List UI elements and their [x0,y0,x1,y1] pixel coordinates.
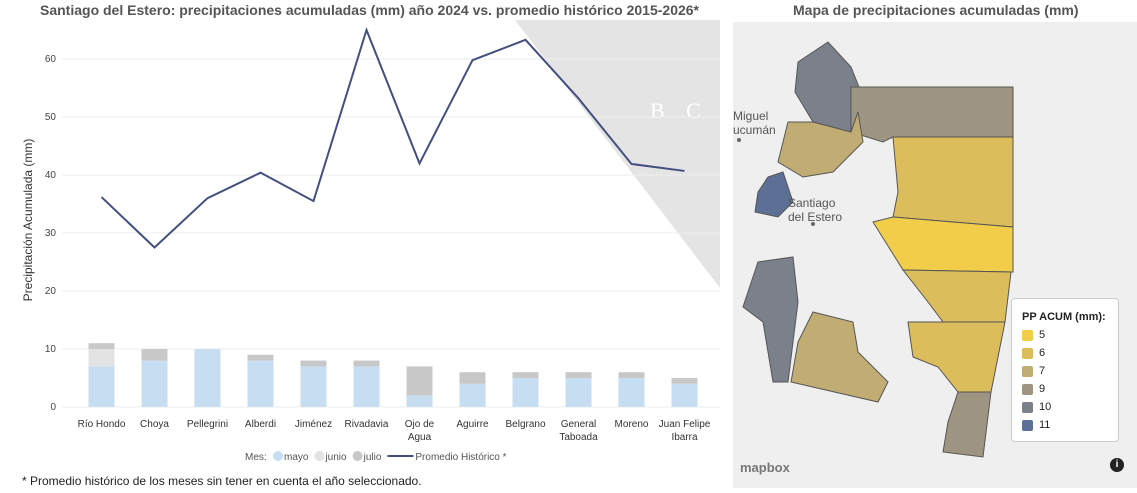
map-title: Mapa de precipitaciones acumuladas (mm) [793,2,1079,18]
y-tick-label: 40 [45,170,57,181]
chart-title: Santiago del Estero: precipitaciones acu… [40,2,700,18]
bar-mayo[interactable] [565,378,592,407]
x-tick-label: Alberdi [245,419,276,430]
footnote: * Promedio histórico de los meses sin te… [22,474,422,488]
bar-julio[interactable] [512,372,539,378]
y-tick-label: 0 [50,402,56,413]
bar-julio[interactable] [565,372,592,378]
bar-mayo[interactable] [247,360,274,407]
bar-julio[interactable] [88,343,115,349]
region-11[interactable] [754,171,794,218]
bar-julio[interactable] [247,354,274,361]
bar-mayo[interactable] [353,366,380,407]
x-tick-label: General [561,419,597,430]
legend-dot-icon [314,451,325,461]
bar-julio[interactable] [671,378,698,384]
region-6-se[interactable] [907,321,1006,393]
legend-label: 7 [1039,365,1046,377]
y-tick-label: 50 [45,112,57,123]
region-7-nw[interactable] [777,111,864,178]
x-tick-label: Ibarra [671,432,698,443]
legend-swatch [1022,419,1033,431]
info-icon[interactable]: i [1110,458,1124,472]
bar-julio[interactable] [618,372,645,378]
region-7-s[interactable] [790,311,889,403]
line-promedio-historico[interactable] [100,26,685,249]
bar-julio[interactable] [353,360,380,367]
bar-julio[interactable] [300,360,327,367]
legend-swatch [1022,329,1033,341]
legend-label: 9 [1039,383,1046,395]
map-legend: PP ACUM (mm): 5 6 7 9 10 11 [1011,298,1119,442]
legend-item: 7 [1022,365,1118,377]
watermark-shape [515,20,720,288]
bar-julio[interactable] [459,372,486,384]
bar-mayo[interactable] [512,378,539,407]
x-tick-label: Agua [408,432,432,443]
legend-item: 11 [1022,419,1118,431]
y-axis-label: Precipitación Acumulada (mm) [21,139,35,302]
legend-dot-icon [273,451,283,461]
region-9-s[interactable] [942,391,992,458]
legend-label: 5 [1039,329,1046,341]
region-5[interactable] [872,216,1014,273]
place-label: Miguel [733,109,768,123]
chart-legend-label[interactable]: Promedio Histórico * [415,452,506,463]
legend-swatch [1022,401,1033,413]
bar-mayo[interactable] [618,378,645,407]
chart-legend-label[interactable]: mayo [284,452,309,463]
y-tick-label: 20 [45,286,57,297]
x-tick-label: Taboada [559,432,598,443]
y-tick-label: 60 [45,54,57,65]
place-label: ucumán [733,123,776,137]
bar-mayo[interactable] [88,366,115,407]
precipitation-chart: B C C B A 0 10 20 30 40 50 60 Precipitación Acum… [21,20,725,463]
y-tick-label: 30 [45,228,57,239]
place-label: Santiago [788,196,836,210]
x-tick-label: Río Hondo [78,419,126,430]
legend-swatch [1022,347,1033,359]
legend-dot-icon [352,451,363,461]
bar-mayo[interactable] [300,366,327,407]
bar-julio[interactable] [406,366,433,396]
x-tick-label: Ojo de [405,419,435,430]
x-tick-label: Belgrano [505,419,545,430]
x-tick-label: Choya [140,419,169,430]
map-canvas[interactable]: Miguel ucumán Santiago del Estero [733,22,1137,488]
legend-item: 10 [1022,401,1118,413]
y-tick-label: 10 [45,344,57,355]
legend-item: 9 [1022,383,1118,395]
bar-julio[interactable] [141,349,168,361]
x-tick-label: Jiménez [295,419,332,430]
chart-legend-label[interactable]: julio [363,452,382,463]
legend-label: 10 [1039,401,1052,413]
region-10-sw[interactable] [742,256,799,383]
bar-junio[interactable] [88,349,115,367]
legend-label: 11 [1039,419,1051,431]
watermark-logo: B C C B A [650,98,725,123]
bar-mayo[interactable] [671,383,698,407]
bar-mayo[interactable] [459,383,486,407]
x-tick-label: Pellegrini [187,419,228,430]
chart-legend-title: Mes: [245,452,267,463]
region-6-e[interactable] [901,269,1012,323]
region-9-north[interactable] [850,86,1014,143]
x-tick-label: Aguirre [456,419,489,430]
region-6-ne[interactable] [892,136,1014,228]
bar-mayo[interactable] [406,395,433,407]
bar-mayo[interactable] [141,360,168,407]
chart-legend-label[interactable]: junio [324,452,347,463]
bar-mayo[interactable] [194,349,221,407]
x-tick-label: Juan Felipe [659,419,711,430]
legend-label: 6 [1039,347,1046,359]
legend-title: PP ACUM (mm): [1022,311,1106,323]
x-tick-label: Moreno [615,419,649,430]
place-label: del Estero [788,210,842,224]
legend-item: 6 [1022,347,1118,359]
mapbox-logo[interactable]: mapbox [740,460,790,475]
legend-swatch [1022,383,1033,395]
legend-item: 5 [1022,329,1118,341]
x-tick-label: Rivadavia [345,419,389,430]
legend-swatch [1022,365,1033,377]
